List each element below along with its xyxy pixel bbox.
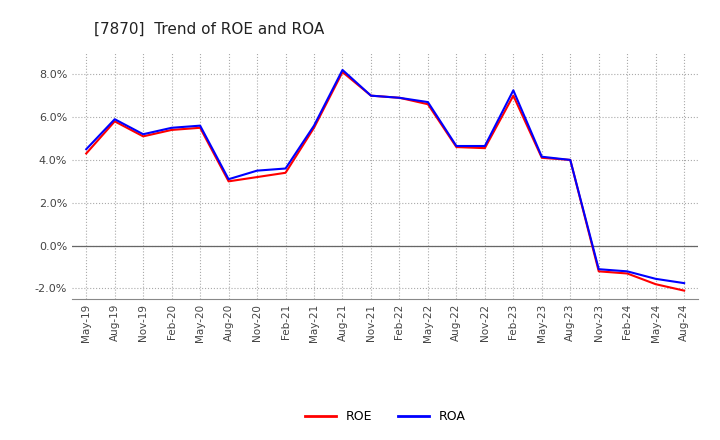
Legend: ROE, ROA: ROE, ROA — [300, 406, 471, 429]
Text: [7870]  Trend of ROE and ROA: [7870] Trend of ROE and ROA — [94, 22, 324, 37]
